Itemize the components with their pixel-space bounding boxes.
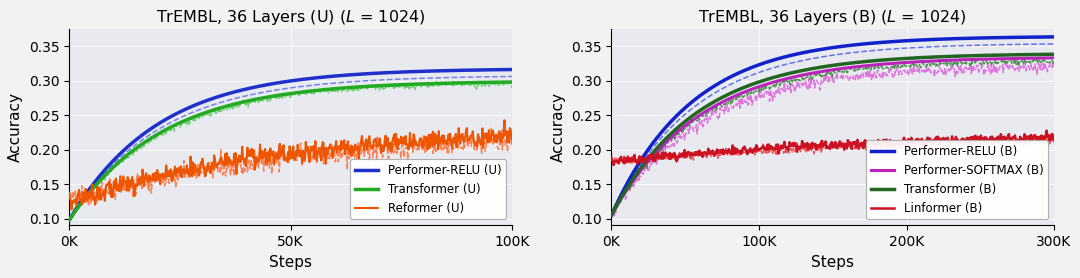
Y-axis label: Accuracy: Accuracy: [551, 92, 566, 162]
Title: TrEMBL, 36 Layers (B) ($\mathit{L}$ = 1024): TrEMBL, 36 Layers (B) ($\mathit{L}$ = 10…: [699, 8, 967, 27]
X-axis label: Steps: Steps: [269, 255, 312, 270]
Title: TrEMBL, 36 Layers (U) ($\mathit{L}$ = 1024): TrEMBL, 36 Layers (U) ($\mathit{L}$ = 10…: [156, 8, 426, 27]
X-axis label: Steps: Steps: [811, 255, 854, 270]
Legend: Performer-RELU (B), Performer-SOFTMAX (B), Transformer (B), Linformer (B): Performer-RELU (B), Performer-SOFTMAX (B…: [866, 140, 1048, 220]
Legend: Performer-RELU (U), Transformer (U), Reformer (U): Performer-RELU (U), Transformer (U), Ref…: [350, 159, 507, 220]
Y-axis label: Accuracy: Accuracy: [9, 92, 24, 162]
